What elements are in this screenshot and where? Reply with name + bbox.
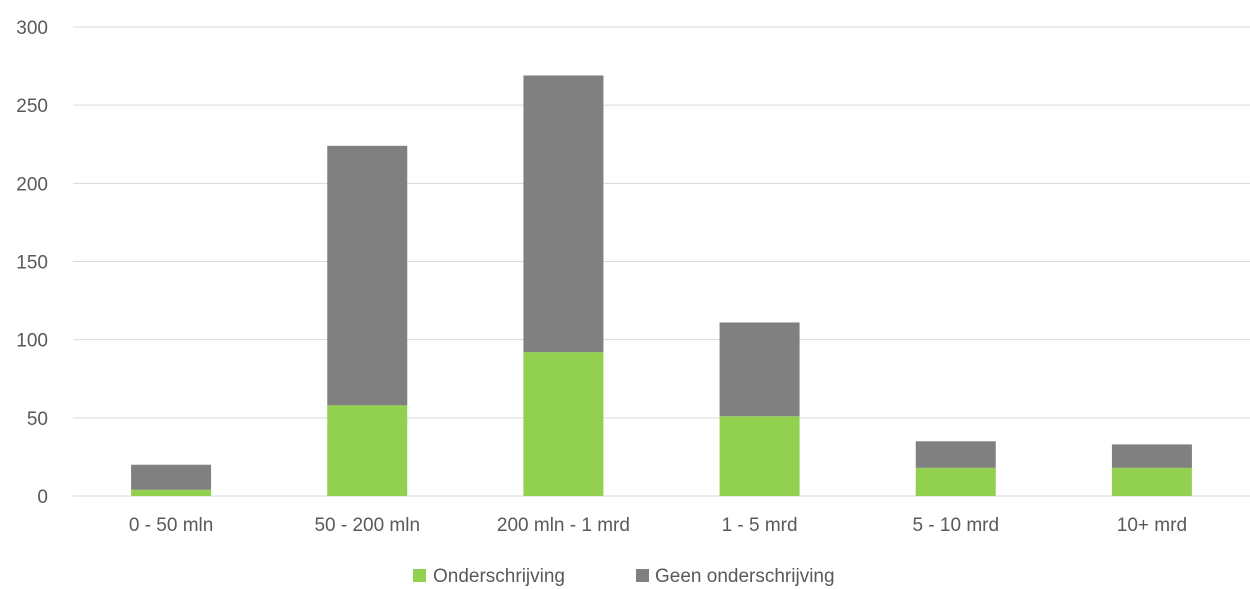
x-tick-label: 200 mln - 1 mrd [497,515,630,536]
legend-label-onderschrijving: Onderschrijving [433,566,565,587]
bar-onderschrijving-5 [1111,467,1192,496]
x-axis-tick-labels: 0 - 50 mln 50 - 200 mln 200 mln - 1 mrd 1 -… [129,515,1187,536]
y-tick-label: 100 [16,331,48,352]
bar-geen-onderschrijving-0 [131,464,212,490]
bar-geen-onderschrijving-4 [915,441,996,468]
x-tick-label: 1 - 5 mrd [722,515,798,536]
legend: Onderschrijving Geen onderschrijving [413,566,835,587]
bar-geen-onderschrijving-3 [719,322,800,417]
bars [131,75,1192,496]
bar-geen-onderschrijving-5 [1111,444,1192,468]
y-tick-label: 200 [16,174,48,195]
legend-swatch-onderschrijving [413,569,426,582]
bar-onderschrijving-2 [523,352,604,496]
x-tick-label: 0 - 50 mln [129,515,213,536]
gridlines [73,26,1250,497]
y-tick-label: 50 [27,409,48,430]
x-tick-label: 5 - 10 mrd [912,515,999,536]
y-tick-label: 250 [16,96,48,117]
legend-label-geen-onderschrijving: Geen onderschrijving [655,566,835,587]
x-tick-label: 50 - 200 mln [314,515,420,536]
bar-onderschrijving-3 [719,416,800,496]
y-tick-label: 0 [37,487,48,508]
bar-geen-onderschrijving-2 [523,75,604,353]
bar-onderschrijving-4 [915,467,996,496]
y-tick-label: 300 [16,18,48,39]
x-tick-label: 10+ mrd [1117,515,1187,536]
y-axis-tick-labels: 0 50 100 150 200 250 300 [16,18,48,508]
bar-geen-onderschrijving-1 [327,145,408,406]
bar-onderschrijving-0 [131,489,212,496]
legend-swatch-geen-onderschrijving [636,569,649,582]
y-tick-label: 150 [16,253,48,274]
bar-onderschrijving-1 [327,405,408,496]
